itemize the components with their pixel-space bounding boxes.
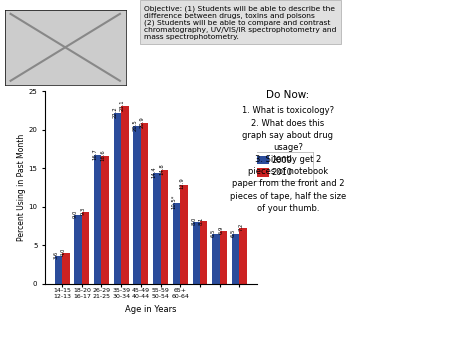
Text: 4.0: 4.0	[61, 248, 66, 256]
Text: 23.1: 23.1	[120, 99, 125, 111]
Text: Objective: (1) Students will be able to describe the
difference between drugs, t: Objective: (1) Students will be able to …	[144, 5, 337, 40]
Text: 20.5: 20.5	[132, 119, 137, 131]
Bar	[173, 203, 180, 284]
Bar	[180, 185, 188, 284]
Bar	[82, 212, 89, 284]
Bar	[62, 253, 70, 284]
Y-axis label: Percent Using in Past Month: Percent Using in Past Month	[17, 134, 26, 241]
Text: 8.1: 8.1	[199, 216, 204, 224]
Text: 1. What is toxicology?
2. What does this
graph say about drug
usage?
3. Silently: 1. What is toxicology? 2. What does this…	[230, 106, 346, 213]
Bar	[200, 221, 207, 284]
Bar	[220, 231, 227, 284]
Bar	[253, 168, 269, 176]
Bar	[141, 123, 148, 284]
Text: 6.5: 6.5	[231, 228, 236, 237]
Text: 9.0: 9.0	[73, 209, 78, 218]
Bar	[232, 234, 239, 284]
Bar	[74, 215, 82, 284]
Text: 2010: 2010	[272, 168, 293, 177]
Bar	[114, 113, 121, 284]
Bar	[121, 106, 129, 284]
Text: 22.2: 22.2	[112, 106, 117, 118]
Text: 2009: 2009	[272, 155, 293, 165]
Bar	[54, 256, 62, 284]
Text: 9.3: 9.3	[81, 207, 86, 215]
X-axis label: Age in Years: Age in Years	[125, 305, 176, 314]
Text: 16.7: 16.7	[93, 148, 98, 160]
Bar	[161, 170, 168, 284]
Text: 16.6: 16.6	[100, 149, 105, 161]
Text: 12.9: 12.9	[179, 177, 184, 189]
Text: 7.2: 7.2	[238, 223, 243, 232]
Text: 20.9: 20.9	[140, 116, 144, 127]
Bar	[193, 222, 200, 284]
Bar	[133, 126, 141, 284]
Text: 14.4: 14.4	[152, 166, 157, 178]
Text: 6.9: 6.9	[218, 225, 224, 234]
Text: Do Now:: Do Now:	[266, 90, 310, 100]
Bar	[212, 234, 220, 284]
Bar	[253, 156, 269, 164]
Bar	[102, 156, 109, 284]
Text: 8.0: 8.0	[191, 217, 196, 225]
Text: 14.8: 14.8	[159, 163, 164, 175]
Bar	[94, 155, 102, 284]
Bar	[239, 228, 247, 284]
Text: 6.5: 6.5	[211, 228, 216, 237]
Bar	[153, 173, 161, 284]
Text: 3.6: 3.6	[54, 251, 58, 259]
Text: 10.5*: 10.5*	[171, 195, 176, 209]
